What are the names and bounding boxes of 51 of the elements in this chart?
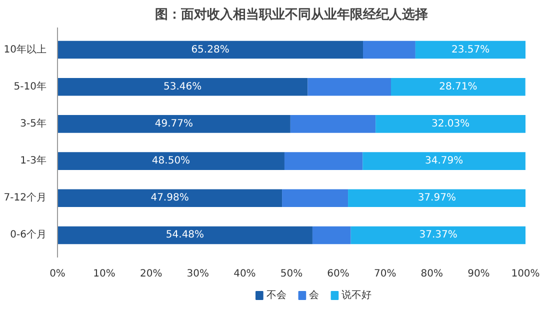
bar [284,152,363,170]
x-tick-label: 90% [468,268,490,280]
bar [362,152,526,170]
y-tick-label: 3-5年 [20,117,47,130]
bar [58,226,312,244]
bar [58,152,284,170]
bar [363,40,416,59]
data-label: 49.77% [154,118,194,130]
x-tick-label: 80% [420,268,444,280]
bar [415,40,526,59]
bar [350,226,526,244]
x-tick-label: 40% [234,268,256,280]
y-tick-label: 10年以上 [4,43,47,56]
y-tick-label: 1-3年 [20,154,47,167]
legend-label: 会 [309,289,320,301]
data-label: 34.79% [424,156,464,167]
x-tick-label: 60% [327,268,350,280]
x-tick-label: 50% [280,268,303,280]
bar [58,115,290,133]
data-label: 37.37% [419,230,458,241]
bar [58,189,282,208]
bar [58,40,364,59]
bar [390,78,526,96]
x-tick-label: 20% [140,268,162,280]
data-label: 28.71% [439,81,478,92]
x-tick-label: 70% [374,268,396,280]
bar [348,189,526,208]
data-label: 54.48% [166,230,204,241]
y-tick-label: 5-10年 [14,80,47,92]
legend-label: 不会 [266,289,286,301]
data-label: 23.57% [452,44,490,56]
data-label: 47.98% [150,192,189,204]
data-label: 65.28% [191,44,230,56]
bar [376,115,526,133]
bar [290,115,376,133]
bar [58,78,308,96]
y-tick-label: 7-12个月 [4,192,47,204]
chart-title: 图：面对收入相当职业不同从业年限经纪人选择 [155,6,428,22]
data-label: 37.97% [418,192,456,204]
bar [312,226,351,244]
bar [282,189,348,208]
x-tick-label: 0% [50,268,66,280]
bar [308,78,391,96]
data-label: 53.46% [164,81,202,92]
x-tick-label: 100% [511,268,540,280]
x-tick-label: 30% [186,268,210,280]
x-tick-label: 10% [93,268,116,280]
y-tick-label: 0-6个月 [10,228,47,241]
data-label: 32.03% [431,118,470,130]
data-label: 48.50% [152,156,190,167]
legend-label: 说不好 [342,289,372,301]
